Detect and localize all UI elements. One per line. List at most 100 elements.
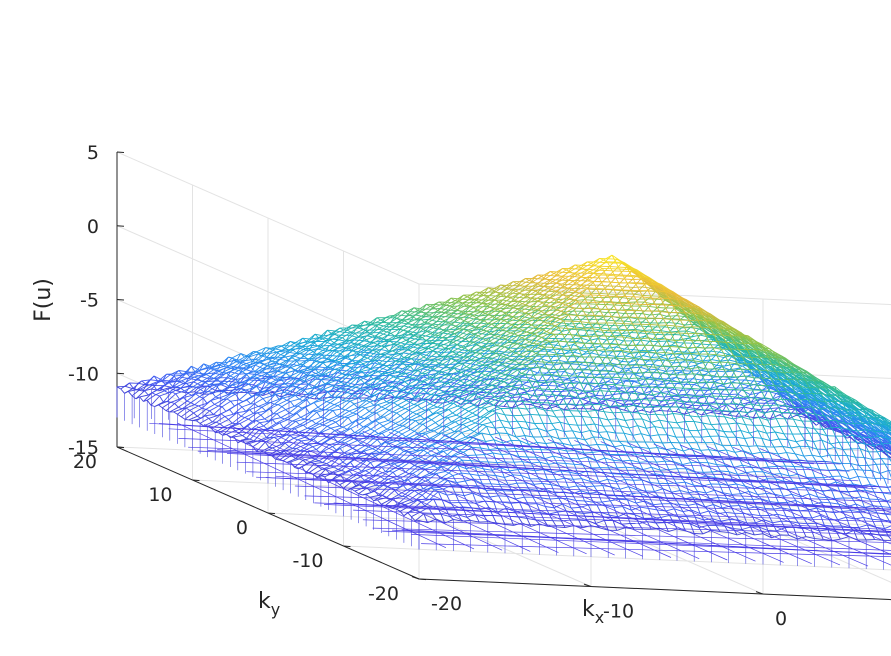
mesh-segment: [155, 394, 160, 397]
mesh-segment: [529, 369, 539, 374]
mesh-segment: [202, 391, 213, 399]
y-tick-mark: [267, 512, 276, 515]
mesh-segment: [256, 347, 266, 353]
mesh-segment: [374, 359, 379, 364]
mesh-segment: [437, 310, 442, 313]
mesh-segment: [216, 421, 221, 425]
mesh-segment: [650, 379, 655, 385]
mesh-segment: [300, 352, 305, 357]
mesh-segment: [642, 383, 651, 385]
mesh-segment: [365, 494, 371, 498]
mesh-segment: [304, 380, 310, 385]
z-tick-mark: [116, 372, 125, 375]
mesh-segment: [414, 430, 419, 434]
mesh-segment: [221, 400, 231, 408]
mesh-segment: [394, 430, 399, 433]
mesh-segment: [377, 401, 387, 406]
mesh-segment: [348, 440, 358, 445]
mesh-segment: [276, 413, 282, 419]
mesh-segment: [416, 392, 426, 394]
mesh-segment: [255, 391, 265, 396]
mesh-segment: [400, 415, 405, 420]
mesh-segment: [290, 401, 295, 407]
mesh-segment: [370, 362, 375, 369]
mesh-segment: [385, 382, 391, 387]
mesh-segment: [129, 382, 134, 389]
mesh-segment: [239, 399, 244, 402]
mesh-segment: [331, 361, 341, 364]
mesh-segment: [272, 383, 277, 387]
mesh-segment: [651, 390, 661, 394]
mesh-segment: [345, 370, 351, 375]
mesh-segment: [292, 391, 302, 395]
mesh-segment: [289, 371, 299, 377]
mesh-segment: [485, 396, 495, 398]
mesh-segment: [253, 384, 263, 389]
mesh-segment: [250, 362, 260, 368]
mesh-segment: [180, 383, 186, 389]
mesh-segment: [308, 378, 314, 385]
mesh-segment: [313, 387, 323, 392]
mesh-segment: [229, 409, 234, 415]
mesh-segment: [260, 414, 265, 420]
mesh-segment: [579, 329, 589, 331]
mesh-segment: [248, 412, 258, 420]
mesh-segment: [347, 417, 353, 423]
mesh-segment: [591, 326, 601, 329]
mesh-segment: [188, 415, 198, 421]
mesh-segment: [245, 403, 255, 412]
mesh-segment: [248, 377, 258, 385]
mesh-segment: [303, 424, 308, 429]
mesh-segment: [277, 372, 287, 380]
mesh-segment: [458, 336, 463, 339]
mesh-segment: [219, 394, 229, 399]
mesh-segment: [398, 427, 408, 433]
mesh-segment: [332, 364, 337, 370]
mesh-segment: [250, 438, 255, 442]
mesh-segment: [159, 387, 169, 392]
mesh-segment: [194, 397, 204, 406]
mesh-segment: [311, 393, 316, 396]
mesh-segment: [345, 403, 355, 411]
mesh-segment: [314, 333, 320, 339]
mesh-segment: [269, 370, 279, 376]
mesh-segment: [242, 366, 252, 373]
mesh-segment: [249, 406, 259, 411]
mesh-segment: [511, 363, 520, 366]
mesh-segment: [264, 418, 269, 422]
mesh-segment: [363, 346, 368, 351]
mesh-segment: [315, 356, 325, 362]
mesh-segment: [355, 382, 365, 386]
mesh-segment: [243, 390, 249, 393]
mesh-segment: [222, 392, 232, 401]
mesh-segment: [362, 337, 367, 341]
mesh-segment: [294, 395, 300, 400]
mesh-segment: [186, 400, 191, 404]
mesh-segment: [291, 389, 301, 397]
y-tick-mark: [192, 479, 200, 482]
mesh-segment: [299, 458, 304, 461]
mesh-segment: [311, 369, 316, 372]
mesh-segment: [244, 412, 254, 418]
mesh-segment: [355, 346, 365, 351]
mesh-segment: [584, 334, 593, 337]
mesh-segment: [340, 353, 345, 358]
mesh-segment: [191, 365, 200, 371]
mesh-segment: [448, 374, 454, 379]
mesh-segment: [270, 427, 276, 431]
mesh-segment: [313, 342, 319, 347]
mesh-segment: [189, 410, 194, 414]
mesh-segment: [337, 340, 347, 345]
mesh-segment: [149, 380, 159, 386]
mesh-segment: [157, 373, 167, 382]
mesh-segment: [202, 397, 208, 404]
mesh-segment: [231, 357, 237, 363]
mesh-segment: [196, 382, 206, 388]
mesh-segment: [256, 351, 262, 357]
mesh-segment: [346, 333, 356, 342]
mesh-segment: [227, 387, 237, 396]
mesh-segment: [251, 364, 256, 372]
mesh-segment: [515, 290, 520, 294]
mesh-segment: [267, 385, 277, 392]
mesh-segment: [322, 362, 328, 368]
